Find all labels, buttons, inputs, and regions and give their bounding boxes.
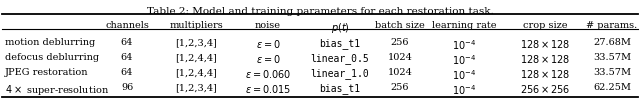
Text: $10^{-4}$: $10^{-4}$ — [452, 83, 476, 97]
Text: crop size: crop size — [523, 21, 567, 30]
Text: $p(t)$: $p(t)$ — [331, 21, 349, 35]
Text: 33.57M: 33.57M — [593, 53, 631, 62]
Text: 64: 64 — [121, 38, 133, 47]
Text: JPEG restoration: JPEG restoration — [5, 68, 88, 77]
Text: [1,2,3,4]: [1,2,3,4] — [175, 83, 217, 92]
Text: Table 2: Model and training parameters for each restoration task.: Table 2: Model and training parameters f… — [147, 7, 493, 16]
Text: noise: noise — [255, 21, 281, 30]
Text: 64: 64 — [121, 53, 133, 62]
Text: $256 \times 256$: $256 \times 256$ — [520, 83, 570, 95]
Text: 96: 96 — [121, 83, 133, 92]
Text: bias_t1: bias_t1 — [319, 38, 360, 49]
Text: [1,2,4,4]: [1,2,4,4] — [175, 53, 217, 62]
Text: 62.25M: 62.25M — [593, 83, 631, 92]
Text: 64: 64 — [121, 68, 133, 77]
Text: 1024: 1024 — [388, 53, 412, 62]
Text: $128 \times 128$: $128 \times 128$ — [520, 38, 570, 50]
Text: $\epsilon = 0$: $\epsilon = 0$ — [255, 53, 280, 65]
Text: $128 \times 128$: $128 \times 128$ — [520, 68, 570, 80]
Text: $10^{-4}$: $10^{-4}$ — [452, 68, 476, 82]
Text: linear_0.5: linear_0.5 — [310, 53, 369, 64]
Text: $128 \times 128$: $128 \times 128$ — [520, 53, 570, 65]
Text: linear_1.0: linear_1.0 — [310, 68, 369, 79]
Text: $10^{-4}$: $10^{-4}$ — [452, 38, 476, 52]
Text: 27.68M: 27.68M — [593, 38, 631, 47]
Text: bias_t1: bias_t1 — [319, 83, 360, 94]
Text: $\epsilon = 0.015$: $\epsilon = 0.015$ — [245, 83, 291, 95]
Text: 256: 256 — [391, 38, 409, 47]
Text: defocus deblurring: defocus deblurring — [5, 53, 99, 62]
Text: [1,2,3,4]: [1,2,3,4] — [175, 38, 217, 47]
Text: [1,2,4,4]: [1,2,4,4] — [175, 68, 217, 77]
Text: motion deblurring: motion deblurring — [5, 38, 95, 47]
Text: batch size: batch size — [375, 21, 425, 30]
Text: 256: 256 — [391, 83, 409, 92]
Text: # params.: # params. — [586, 21, 637, 30]
Text: $\epsilon = 0$: $\epsilon = 0$ — [255, 38, 280, 50]
Text: multipliers: multipliers — [169, 21, 223, 30]
Text: learning rate: learning rate — [432, 21, 496, 30]
Text: $\epsilon = 0.060$: $\epsilon = 0.060$ — [244, 68, 291, 80]
Text: 33.57M: 33.57M — [593, 68, 631, 77]
Text: $10^{-4}$: $10^{-4}$ — [452, 53, 476, 67]
Text: channels: channels — [105, 21, 149, 30]
Text: 1024: 1024 — [388, 68, 412, 77]
Text: $4\times$ super-resolution: $4\times$ super-resolution — [5, 83, 109, 97]
